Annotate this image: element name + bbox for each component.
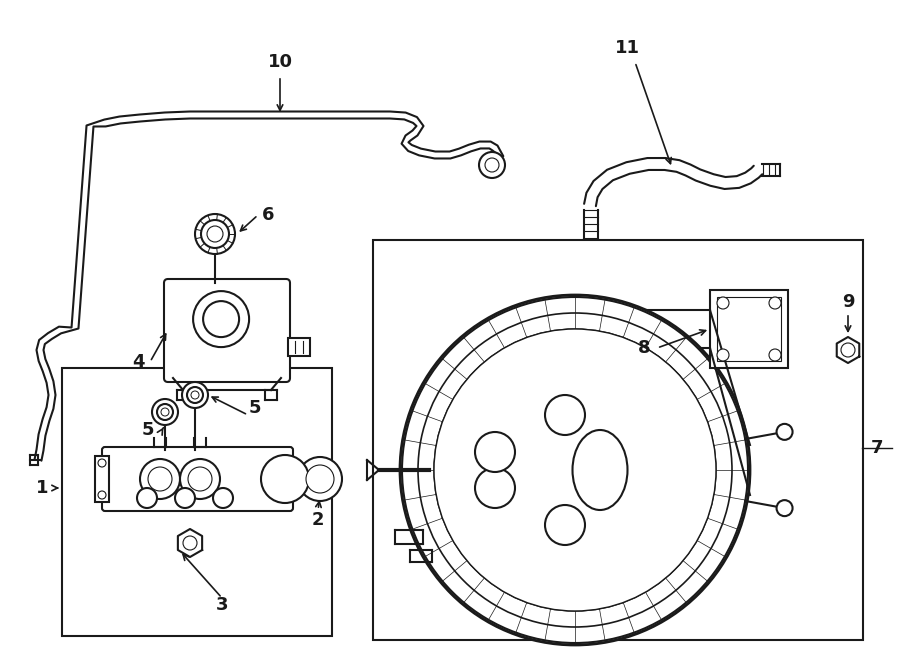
Circle shape [203, 301, 239, 337]
Circle shape [485, 158, 499, 172]
Text: 8: 8 [638, 339, 651, 357]
Bar [288, 338, 310, 356]
Circle shape [475, 468, 515, 508]
Circle shape [475, 432, 515, 472]
Circle shape [140, 459, 180, 499]
Circle shape [769, 349, 781, 361]
Ellipse shape [572, 430, 627, 510]
Circle shape [545, 505, 585, 545]
Text: 7: 7 [871, 439, 883, 457]
Circle shape [175, 488, 195, 508]
Circle shape [777, 424, 793, 440]
Text: 10: 10 [267, 53, 293, 71]
Text: 9: 9 [842, 293, 854, 311]
Text: 5: 5 [248, 399, 261, 417]
Circle shape [298, 457, 342, 501]
Text: 2: 2 [311, 511, 324, 529]
Circle shape [479, 152, 505, 178]
Circle shape [207, 226, 223, 242]
Circle shape [183, 536, 197, 550]
Polygon shape [178, 529, 202, 557]
Text: 3: 3 [216, 596, 229, 614]
Text: 6: 6 [262, 206, 274, 224]
Text: 5: 5 [142, 421, 154, 439]
Circle shape [261, 455, 309, 503]
Circle shape [306, 465, 334, 493]
Circle shape [98, 459, 106, 467]
Bar [717, 297, 781, 361]
Bar [62, 368, 332, 636]
Text: 1: 1 [36, 479, 49, 497]
FancyBboxPatch shape [102, 447, 293, 511]
Circle shape [191, 391, 199, 399]
Bar [95, 456, 109, 502]
Circle shape [195, 214, 235, 254]
Circle shape [777, 500, 793, 516]
Bar [373, 240, 863, 640]
Circle shape [841, 343, 855, 357]
FancyBboxPatch shape [164, 279, 290, 382]
Circle shape [717, 349, 729, 361]
Circle shape [182, 382, 208, 408]
Circle shape [187, 387, 203, 403]
Circle shape [717, 297, 729, 309]
Circle shape [157, 404, 173, 420]
Text: 4: 4 [131, 353, 144, 371]
Circle shape [98, 491, 106, 499]
Text: 11: 11 [615, 39, 640, 57]
Circle shape [434, 329, 716, 611]
Circle shape [188, 467, 212, 491]
Circle shape [213, 488, 233, 508]
Circle shape [161, 408, 169, 416]
Circle shape [148, 467, 172, 491]
Polygon shape [837, 337, 859, 363]
Bar [710, 290, 788, 368]
Circle shape [769, 297, 781, 309]
Circle shape [194, 291, 249, 347]
Circle shape [137, 488, 157, 508]
Circle shape [400, 295, 750, 645]
Circle shape [180, 459, 220, 499]
Circle shape [545, 395, 585, 435]
Circle shape [152, 399, 178, 425]
Circle shape [201, 220, 229, 248]
